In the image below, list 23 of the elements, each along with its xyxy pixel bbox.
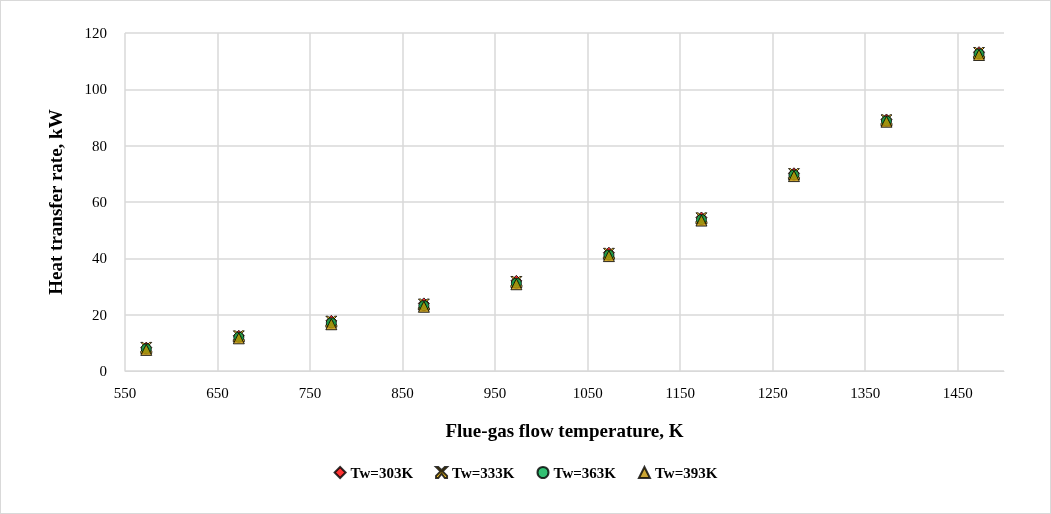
x-tick-label: 750	[298, 384, 322, 401]
y-tick-label: 80	[92, 137, 107, 154]
x-tick-label: 850	[391, 384, 414, 401]
y-tick-label: 100	[84, 81, 107, 98]
legend-label: Tw=303K	[350, 464, 414, 481]
x-axis-title: Flue-gas flow temperature, K	[445, 420, 684, 441]
y-tick-label: 60	[92, 194, 107, 210]
legend-label: Tw=363K	[553, 464, 617, 481]
y-tick-label: 120	[84, 25, 107, 41]
legend-label: Tw=333K	[452, 464, 515, 481]
x-tick-label: 1050	[572, 384, 603, 401]
y-axis-title: Heat transfer rate, kW	[45, 109, 66, 295]
x-tick-label: 1150	[665, 384, 695, 401]
x-tick-label: 1250	[757, 384, 788, 401]
y-tick-label: 0	[99, 363, 107, 379]
x-tick-label: 950	[483, 384, 507, 401]
legend-label: Tw=393K	[654, 464, 718, 481]
x-tick-label: 1450	[942, 384, 973, 401]
x-tick-label: 550	[113, 384, 137, 401]
x-tick-label: 650	[206, 384, 229, 401]
y-tick-label: 20	[92, 306, 107, 323]
y-tick-label: 40	[92, 250, 107, 267]
x-tick-label: 1350	[850, 384, 881, 401]
